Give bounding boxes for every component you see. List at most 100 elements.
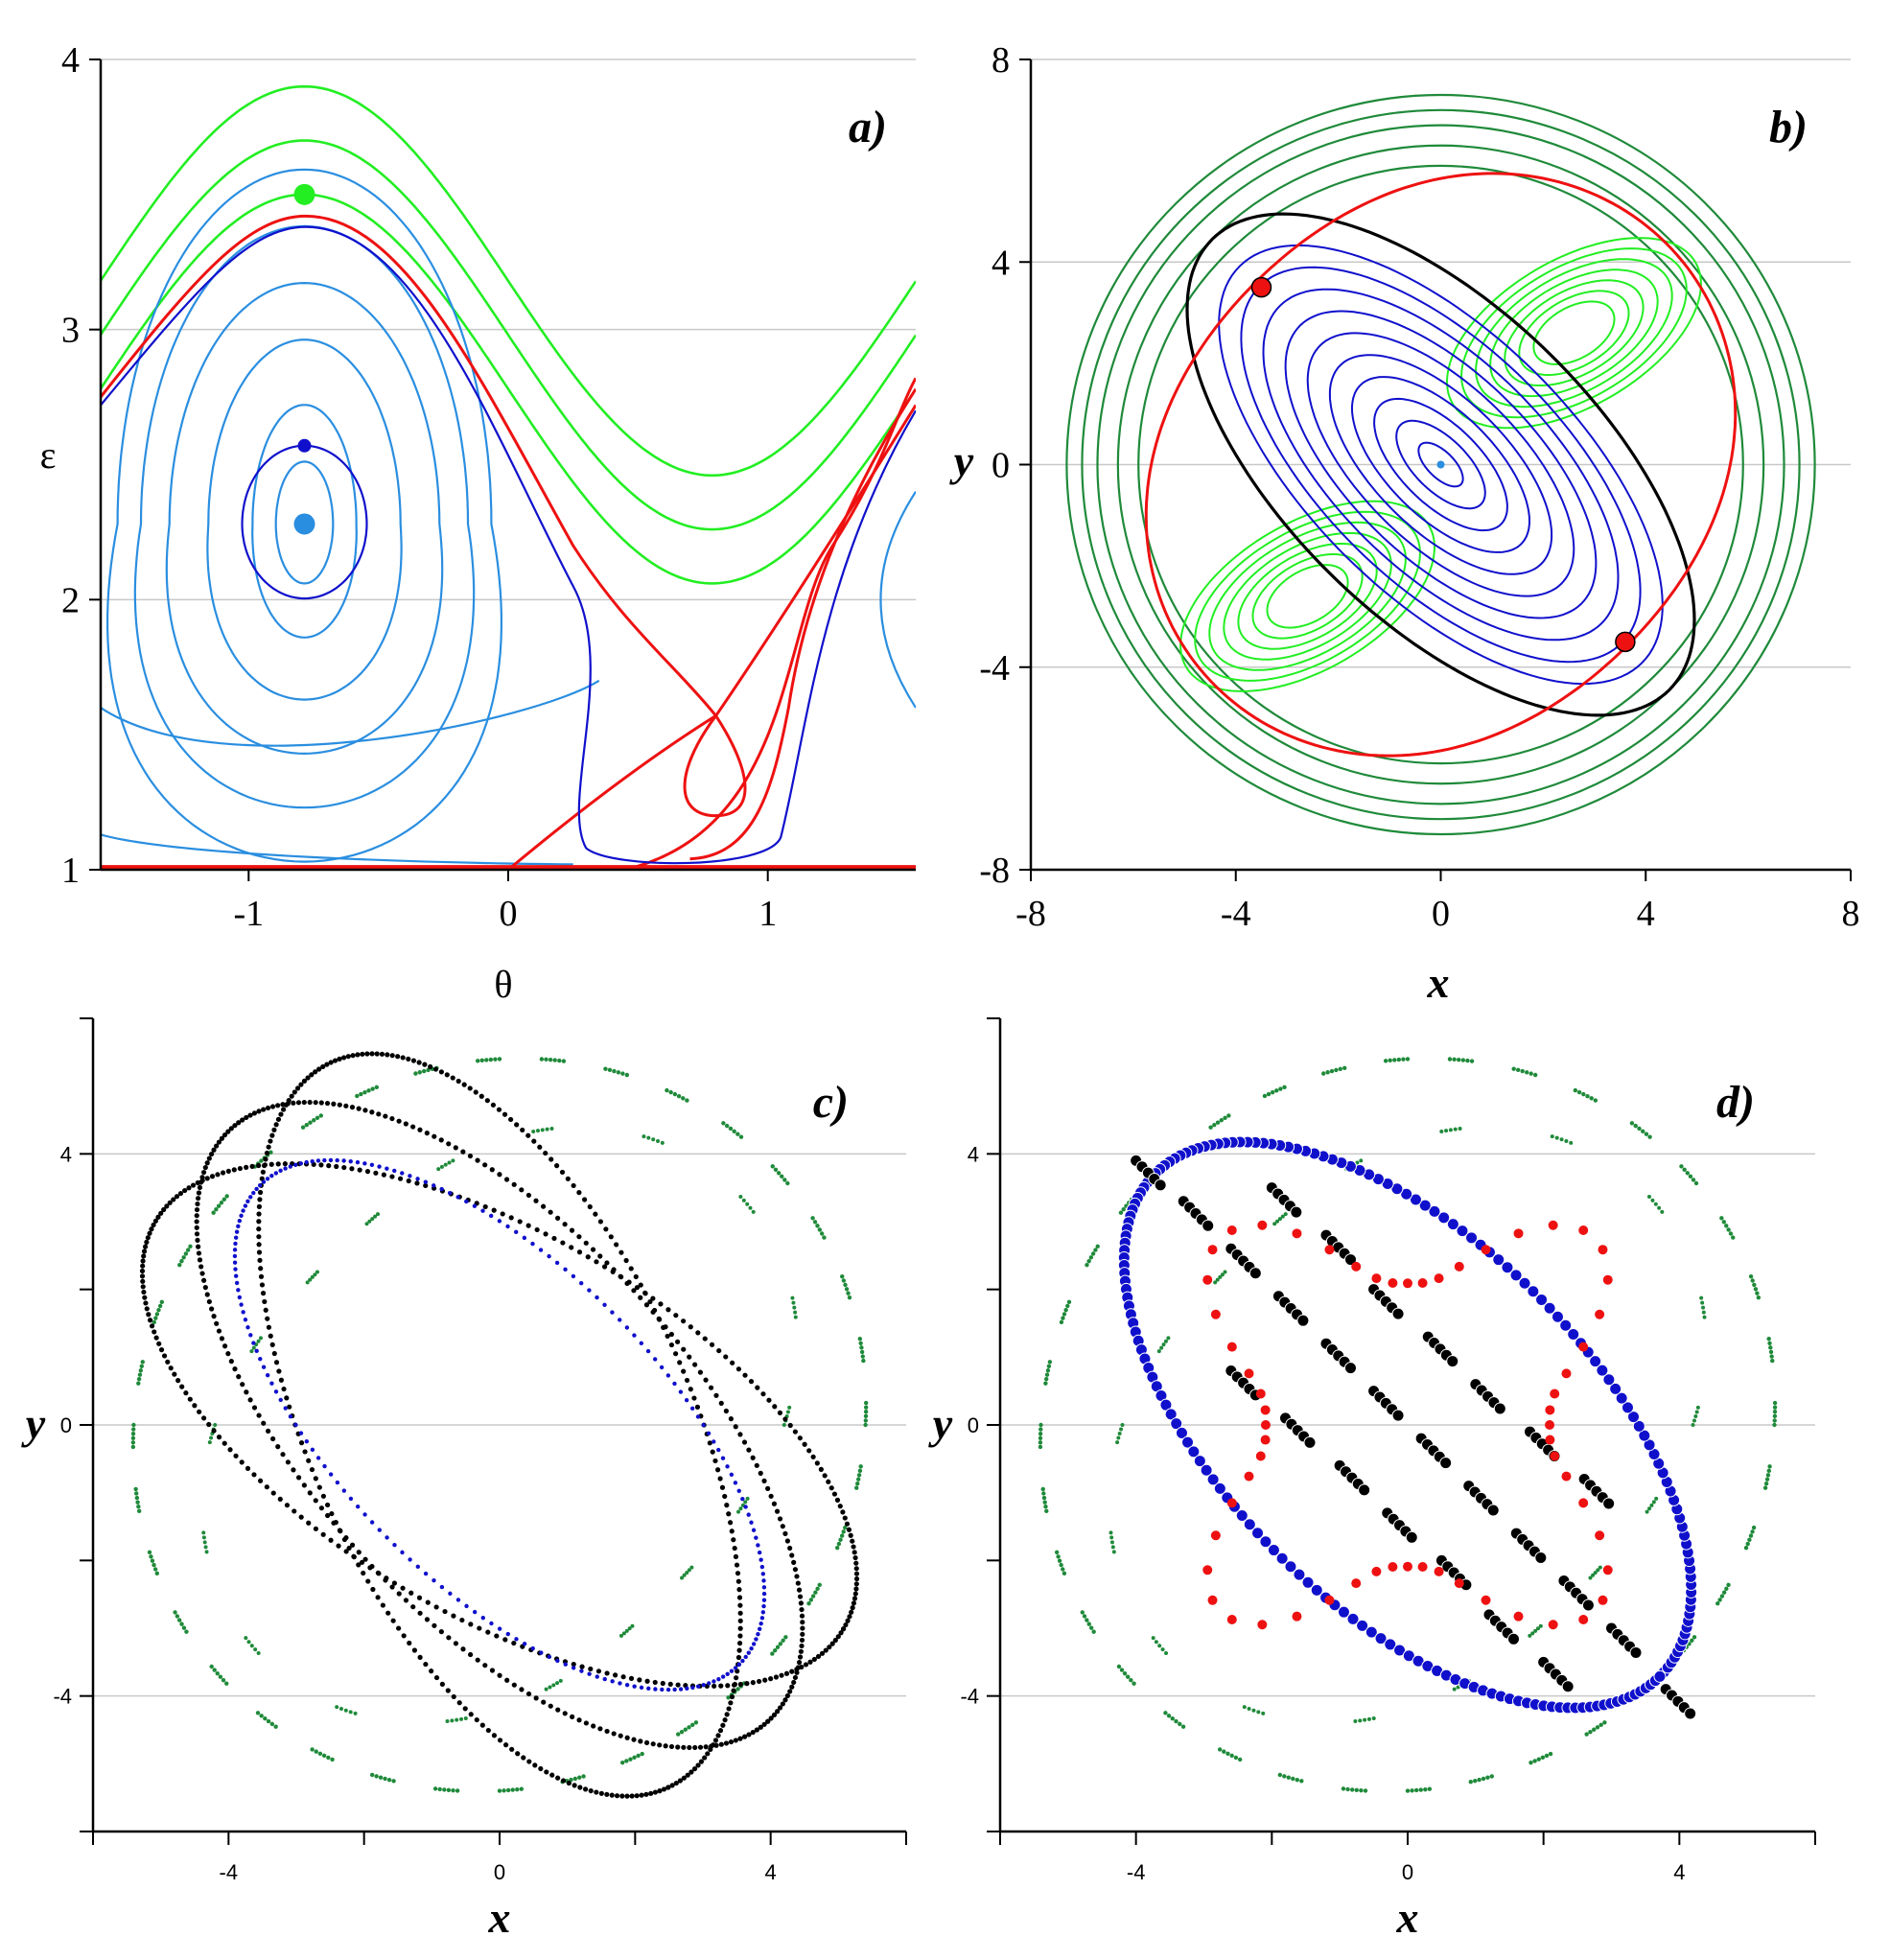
blue-dot (265, 1372, 270, 1378)
blue-dot (385, 1535, 389, 1540)
black-dot (432, 1133, 437, 1139)
black-dot (307, 1490, 313, 1496)
center-point (1436, 460, 1445, 469)
green-dot (812, 1220, 818, 1225)
black-dot (840, 1626, 847, 1632)
green-dot (1753, 1287, 1759, 1292)
green-dot (1468, 1780, 1473, 1785)
black-dot (208, 1151, 215, 1157)
black-dot (351, 1554, 357, 1560)
black-dot (309, 1466, 315, 1473)
black-dot (401, 1633, 407, 1639)
green-dot-inner (1272, 1222, 1277, 1226)
blue-dot (233, 1235, 239, 1240)
black-dot (852, 1550, 857, 1555)
black-dot (792, 1674, 799, 1681)
green-dot-inner (249, 1349, 254, 1354)
black-dot (280, 1107, 287, 1112)
green-dot (607, 1067, 613, 1073)
black-dot (500, 1211, 505, 1217)
black-dot (152, 1329, 157, 1335)
green-dot (636, 1753, 641, 1759)
blue-dot (328, 1472, 334, 1477)
black-dot (276, 1368, 282, 1374)
green-dot (1584, 1732, 1589, 1737)
black-dot (604, 1670, 610, 1676)
x-tick-label: 4 (1637, 894, 1655, 934)
black-dot (285, 1459, 292, 1465)
black-dot (389, 1115, 395, 1122)
green-dot-inner (1701, 1305, 1706, 1310)
blue-dot (761, 1578, 766, 1583)
black-dot (587, 1203, 593, 1210)
green-dot (785, 1180, 790, 1186)
black-dot (619, 1793, 625, 1799)
black-dot (325, 1512, 331, 1519)
black-dot (835, 1634, 841, 1640)
black-dot (642, 1290, 648, 1295)
green-dot-inner (246, 1640, 251, 1645)
black-dot (284, 1503, 291, 1508)
blue-dot (761, 1591, 767, 1597)
green-dot (317, 1751, 323, 1756)
black-dot (851, 1544, 856, 1550)
blue-dot (1275, 1552, 1289, 1565)
green-dot (1755, 1291, 1760, 1295)
green-dot-inner (1550, 1134, 1554, 1139)
green-dot (152, 1319, 156, 1325)
black-dot (264, 1484, 269, 1490)
green-dot-inner (1159, 1345, 1164, 1350)
green-dot (548, 1057, 553, 1062)
black-dot (329, 1510, 335, 1517)
blue-dot (1551, 1310, 1564, 1323)
green-dot (1057, 1558, 1062, 1563)
black-dot (324, 1062, 330, 1067)
y-tick-label: 0 (992, 446, 1010, 486)
black-dot (295, 1100, 302, 1106)
green-dot (815, 1224, 820, 1228)
black-dot (657, 1788, 663, 1794)
green-dot (1044, 1372, 1050, 1377)
green-dot (176, 1618, 182, 1622)
green-dot (1038, 1435, 1043, 1440)
green-dot-inner (376, 1212, 381, 1217)
blue-dot (610, 1679, 615, 1684)
black-dot (355, 1052, 361, 1058)
black-dot (544, 1769, 549, 1775)
green-dot (1090, 1251, 1096, 1256)
blue-dot (1293, 1568, 1306, 1581)
black-dot (726, 1706, 732, 1712)
black-dot (723, 1354, 729, 1360)
black-dot (634, 1793, 640, 1799)
green-dot (1121, 1207, 1126, 1212)
blue-dot (273, 1171, 279, 1176)
green-dot (1540, 1755, 1546, 1761)
black-dot (660, 1680, 665, 1687)
blue-dot (672, 1687, 677, 1692)
green-dot (1178, 1721, 1182, 1727)
green-dot (1046, 1364, 1052, 1368)
black-dot (797, 1594, 804, 1599)
red-dot (1578, 1342, 1589, 1352)
green-dot (1693, 1180, 1699, 1186)
black-dot (806, 1448, 812, 1454)
blue-dot (1206, 1473, 1220, 1486)
blue-dot (322, 1463, 327, 1469)
black-dot (717, 1728, 724, 1734)
green-dot-inner (741, 1198, 746, 1202)
black-dot (737, 1736, 743, 1741)
y-tick-label: 0 (968, 1413, 979, 1437)
black-dot (782, 1530, 788, 1536)
green-dot-inner (1154, 1640, 1158, 1645)
black-dot (590, 1247, 596, 1252)
green-dot (857, 1468, 863, 1474)
green-dot (156, 1307, 161, 1313)
black-dot (626, 1279, 632, 1285)
green-dot-inner (1353, 1718, 1358, 1723)
black-dot (718, 1400, 724, 1406)
black-dot (843, 1622, 849, 1628)
black-dot (197, 1409, 202, 1414)
black-dot (482, 1162, 488, 1168)
green-dot (326, 1755, 331, 1761)
black-dot (624, 1735, 630, 1740)
